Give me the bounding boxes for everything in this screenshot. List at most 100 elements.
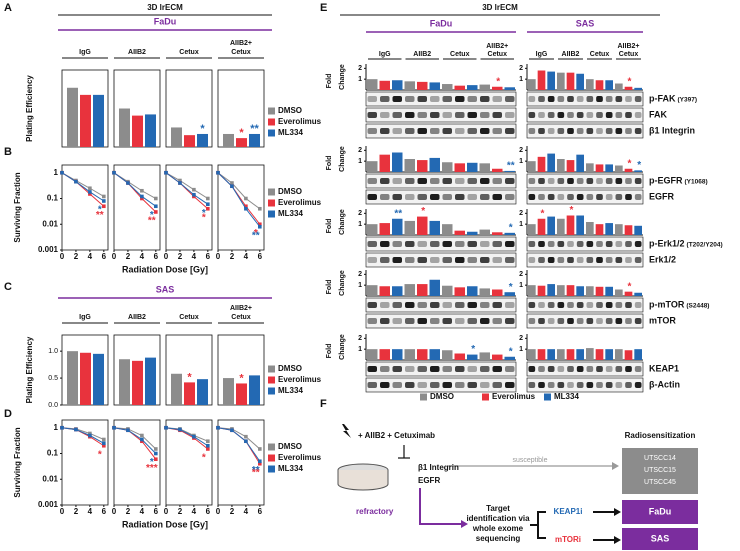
result: SAS — [651, 533, 670, 543]
group-label: Cetux — [231, 314, 251, 321]
point — [230, 428, 234, 433]
blot-band — [586, 257, 594, 263]
significance: ** — [252, 465, 260, 476]
plot-frame — [61, 419, 109, 506]
blot-band — [547, 257, 555, 263]
bar — [624, 291, 633, 296]
blot-band — [567, 382, 574, 388]
bar — [132, 360, 143, 405]
blot-band — [557, 241, 565, 247]
bar — [442, 350, 453, 360]
bar — [404, 220, 415, 235]
bar — [624, 225, 633, 235]
legend-label: Everolimus — [278, 453, 322, 462]
bar — [367, 285, 378, 296]
blot-band — [605, 194, 613, 200]
bar — [467, 354, 478, 360]
blot-band — [538, 318, 545, 324]
blot-band — [557, 194, 565, 200]
blot-band — [442, 382, 452, 388]
bar — [171, 127, 182, 147]
blot-band — [505, 96, 515, 102]
blot-band — [442, 112, 452, 118]
bar — [624, 168, 633, 172]
panel-letter: C — [4, 281, 12, 293]
legend-label: Everolimus — [278, 198, 322, 207]
blot-band — [392, 366, 402, 372]
blot-band — [480, 178, 490, 184]
bar — [184, 135, 195, 147]
blot-band — [576, 178, 584, 184]
y-tick-label: 2 — [358, 271, 362, 278]
bar — [504, 292, 515, 296]
x-tick-label: 0 — [112, 507, 117, 516]
legend-label: DMSO — [278, 364, 302, 373]
bar — [557, 159, 565, 172]
legend-label: Everolimus — [278, 375, 322, 384]
significance: * — [202, 453, 206, 464]
blot-band — [605, 112, 613, 118]
point — [206, 447, 210, 451]
blot-band — [480, 382, 490, 388]
bar — [379, 80, 390, 90]
blot-band — [625, 318, 632, 324]
blot-band — [567, 96, 574, 102]
bar — [442, 224, 453, 235]
blot-band — [576, 241, 584, 247]
legend-swatch — [268, 365, 275, 373]
blot-band — [576, 382, 584, 388]
x-tick-label: 2 — [74, 507, 79, 516]
line — [165, 172, 209, 205]
legend-label: DMSO — [430, 392, 454, 401]
blot-band — [557, 96, 565, 102]
legend-label: ML334 — [278, 464, 303, 473]
y-axis-label: Change — [339, 270, 346, 296]
bar — [547, 216, 555, 235]
blot-band — [586, 302, 594, 308]
blot-band — [625, 382, 632, 388]
bar — [417, 349, 428, 360]
bar — [249, 375, 260, 405]
blot-band — [430, 318, 440, 324]
blot-band — [596, 112, 603, 118]
blot-band — [547, 241, 555, 247]
blot-band — [467, 128, 477, 134]
blot-band — [467, 194, 477, 200]
y-tick-label: 2 — [358, 335, 362, 342]
blot-band — [480, 257, 490, 263]
point — [258, 224, 262, 229]
point — [60, 425, 64, 430]
line — [165, 172, 209, 210]
blot-label: p-mTOR — [649, 299, 685, 309]
significance: * — [98, 449, 102, 460]
bar — [557, 218, 565, 235]
blot-band — [615, 302, 623, 308]
blot-band — [480, 112, 490, 118]
blot-site: (Y1068) — [685, 179, 708, 186]
bar — [528, 161, 536, 172]
point — [192, 187, 196, 192]
point — [112, 170, 116, 175]
blot-band — [586, 194, 594, 200]
blot-band — [557, 302, 565, 308]
x-tick-label: 2 — [126, 252, 131, 261]
blot-band — [430, 194, 440, 200]
significance: ** — [148, 216, 156, 227]
blot-band — [634, 241, 642, 247]
x-tick-label: 4 — [244, 507, 249, 516]
bar — [417, 81, 428, 90]
blot-band — [367, 382, 377, 388]
y-tick-label: 2 — [358, 147, 362, 154]
blot-band — [605, 366, 613, 372]
bar — [392, 152, 403, 172]
x-tick-label: 0 — [164, 507, 169, 516]
blot-band — [480, 194, 490, 200]
blot-band — [576, 257, 584, 263]
point — [258, 459, 262, 464]
plot-frame — [217, 419, 265, 506]
blot-band — [615, 318, 623, 324]
legend-swatch — [268, 199, 275, 207]
blot-band — [492, 112, 502, 118]
y-tick-label: 1 — [358, 76, 362, 83]
